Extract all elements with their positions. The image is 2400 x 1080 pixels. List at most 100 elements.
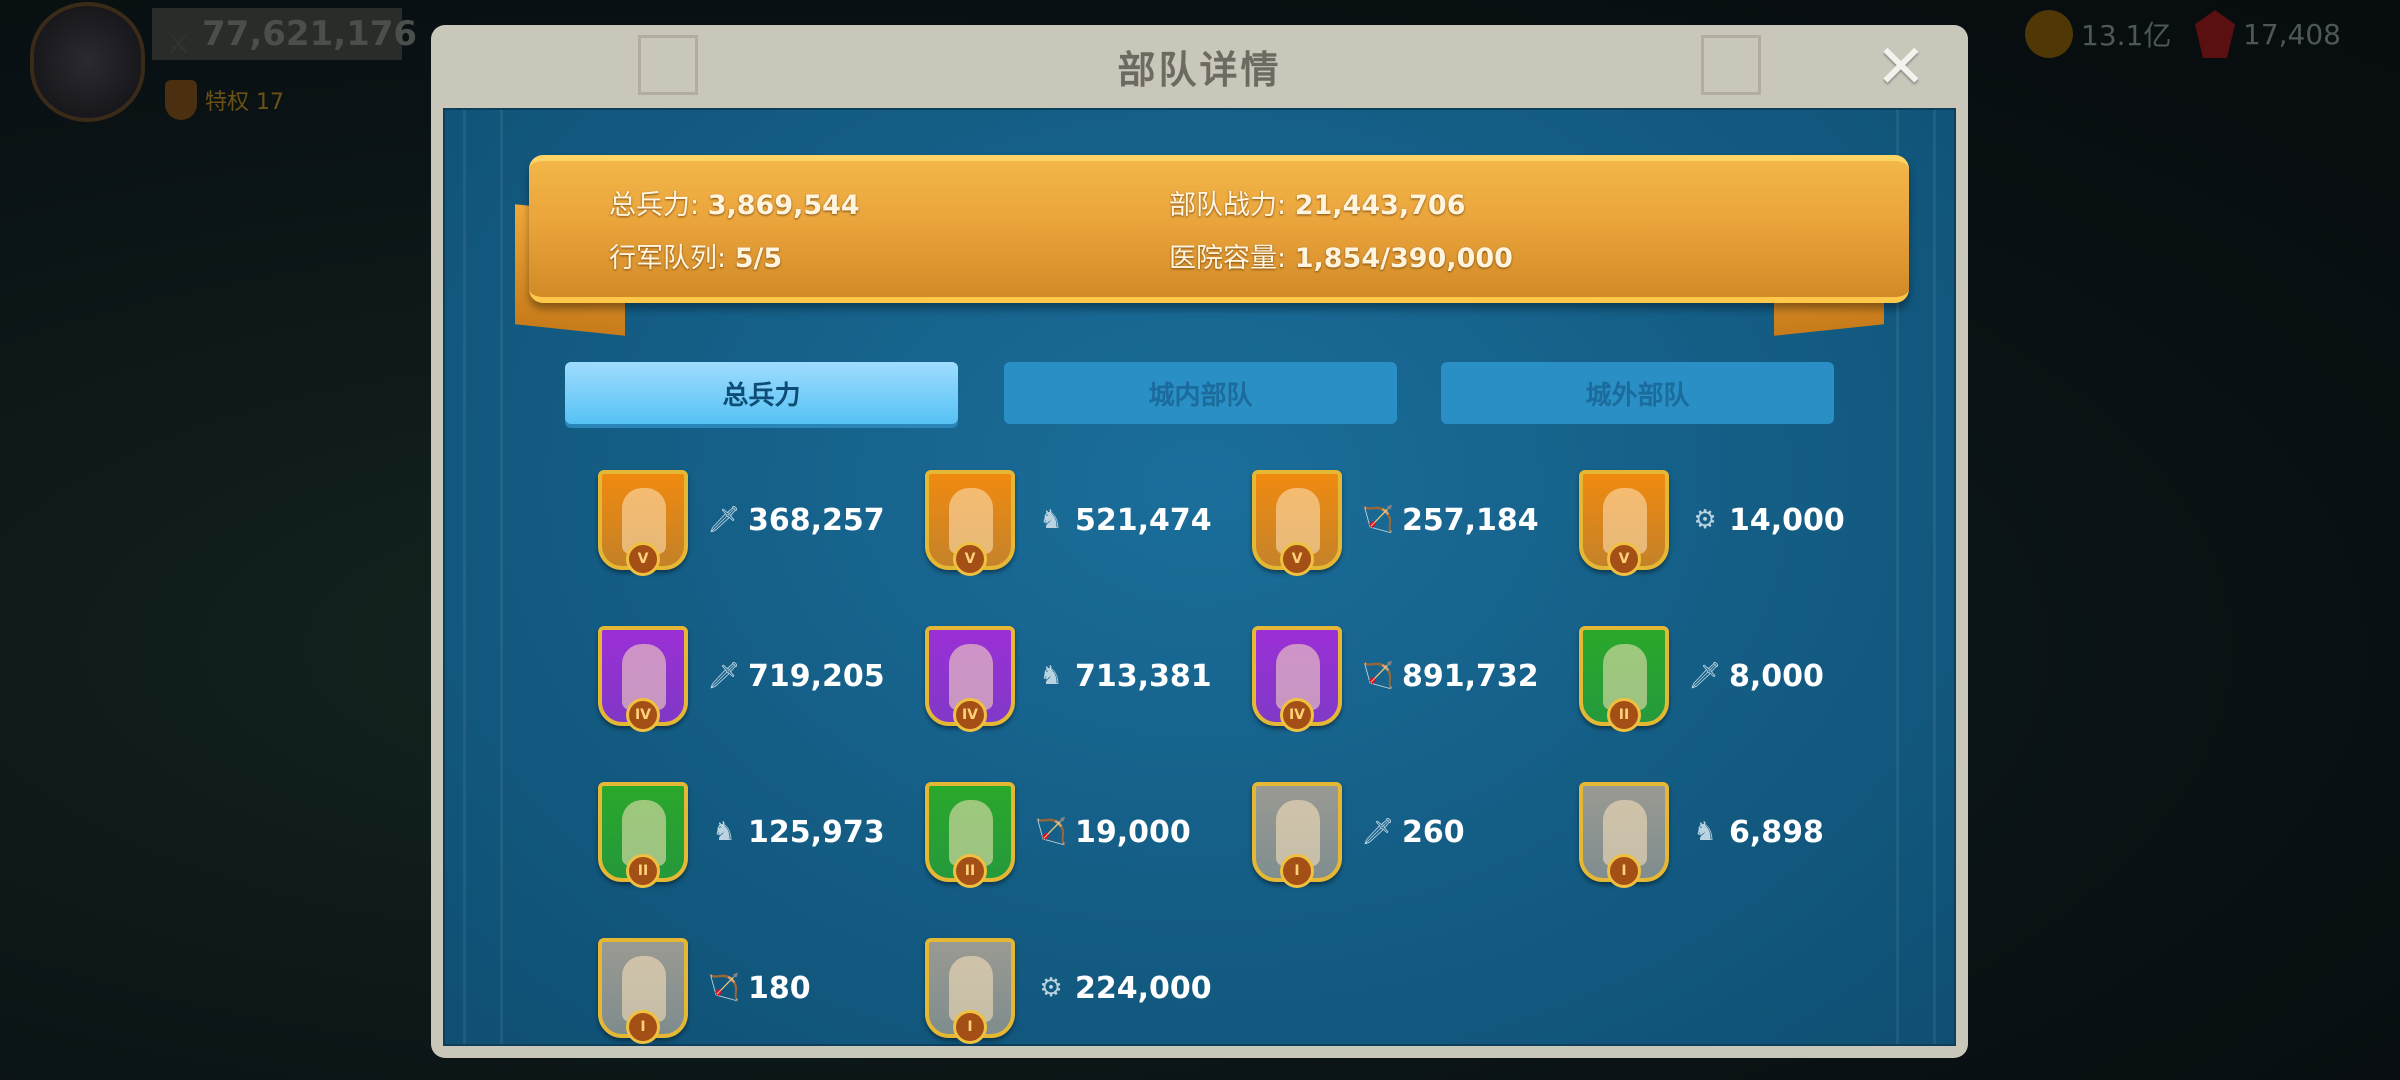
sword-icon: ⚔ [166,27,192,60]
troop-count: 521,474 [1075,502,1212,538]
troop-unit-siege[interactable]: V ⚙ 14,000 [1579,470,1845,576]
siege-icon: ⚙ [1039,973,1063,1003]
troop-unit-archer[interactable]: IV 🏹 891,732 [1252,626,1539,732]
troop-count: 260 [1402,814,1465,850]
tier-badge: I [1607,854,1641,888]
siege-icon: ⚙ [1693,505,1717,535]
troop-unit-infantry[interactable]: I 🗡 260 [1252,782,1465,888]
tier-badge: I [1280,854,1314,888]
archer-icon: 🏹 [707,973,741,1003]
cavalry-icon: ♞ [1039,505,1063,535]
infantry-icon: 🗡 [707,505,741,535]
stat-label: 总兵力: [609,190,700,221]
modal-title: 部队详情 [1117,48,1282,92]
troop-details-modal: 部队详情 ✕ 总兵力: 3,869,544 部队战力: 21,443,706 行… [431,25,1968,1058]
tab-total-troops[interactable]: 总兵力 [565,362,958,424]
player-power[interactable]: ⚔ 77,621,176 [152,8,417,60]
infantry-icon: 🗡 [1361,817,1395,847]
border-pattern [1896,110,1936,1044]
tab-troops-outside-city[interactable]: 城外部队 [1441,362,1834,424]
tier-badge: IV [1280,698,1314,732]
troop-portrait[interactable]: IV [925,626,1015,732]
troop-portrait[interactable]: II [1579,626,1669,732]
greek-key-ornament-icon [638,35,698,95]
gem-icon [2195,10,2235,58]
troop-portrait[interactable]: II [598,782,688,888]
troop-portrait[interactable]: I [1579,782,1669,888]
summary-ribbon: 总兵力: 3,869,544 部队战力: 21,443,706 行军队列: 5/… [529,155,1909,303]
troop-portrait[interactable]: IV [598,626,688,732]
troop-portrait[interactable]: I [925,938,1015,1044]
stat-label: 医院容量: [1169,243,1287,274]
vip-label: 特权 17 [205,90,284,115]
troop-count: 719,205 [748,658,885,694]
troop-count: 14,000 [1729,502,1845,538]
infantry-icon: 🗡 [1688,661,1722,691]
stat-value: 21,443,706 [1294,190,1466,221]
troop-count: 224,000 [1075,970,1212,1006]
troop-unit-siege[interactable]: I ⚙ 224,000 [925,938,1212,1044]
greek-key-ornament-icon [1701,35,1761,95]
tier-badge: IV [953,698,987,732]
troop-portrait[interactable]: IV [1252,626,1342,732]
troop-portrait[interactable]: I [1252,782,1342,888]
troop-unit-archer[interactable]: V 🏹 257,184 [1252,470,1539,576]
troop-portrait[interactable]: I [598,938,688,1044]
troop-count: 257,184 [1402,502,1539,538]
tier-badge: II [626,854,660,888]
troop-power-stat: 部队战力: 21,443,706 [1169,183,1466,222]
total-troops-stat: 总兵力: 3,869,544 [609,183,860,222]
troop-portrait[interactable]: V [598,470,688,576]
modal-body: 总兵力: 3,869,544 部队战力: 21,443,706 行军队列: 5/… [443,108,1956,1046]
troop-portrait[interactable]: V [1252,470,1342,576]
troop-unit-cavalry[interactable]: I ♞ 6,898 [1579,782,1824,888]
gold-coin-icon [2025,10,2073,58]
troop-count: 891,732 [1402,658,1539,694]
stat-label: 部队战力: [1169,190,1287,221]
troop-count: 180 [748,970,811,1006]
cavalry-icon: ♞ [1039,661,1063,691]
tier-badge: II [1607,698,1641,732]
troop-unit-cavalry[interactable]: IV ♞ 713,381 [925,626,1212,732]
tier-badge: V [626,542,660,576]
troop-unit-infantry[interactable]: IV 🗡 719,205 [598,626,885,732]
border-pattern [463,110,503,1044]
tab-troops-in-city[interactable]: 城内部队 [1004,362,1397,424]
archer-icon: 🏹 [1361,661,1395,691]
cavalry-icon: ♞ [712,817,736,847]
stat-value: 1,854/390,000 [1294,243,1513,274]
archer-icon: 🏹 [1361,505,1395,535]
modal-header: 部队详情 ✕ [443,25,1956,108]
cavalry-icon: ♞ [1693,817,1717,847]
stat-value: 3,869,544 [707,190,860,221]
troop-unit-infantry[interactable]: II 🗡 8,000 [1579,626,1824,732]
infantry-icon: 🗡 [707,661,741,691]
stat-value: 5/5 [734,243,783,274]
troop-unit-infantry[interactable]: V 🗡 368,257 [598,470,885,576]
troop-portrait[interactable]: V [925,470,1015,576]
close-button[interactable]: ✕ [1875,32,1926,102]
vip-badge[interactable]: 特权 17 [165,80,284,120]
troop-portrait[interactable]: II [925,782,1015,888]
troop-unit-cavalry[interactable]: V ♞ 521,474 [925,470,1212,576]
gold-value: 13.1亿 [2081,19,2172,52]
tier-badge: I [626,1010,660,1044]
gold-resource[interactable]: 13.1亿 [2025,10,2172,58]
troop-unit-archer[interactable]: II 🏹 19,000 [925,782,1191,888]
troop-portrait[interactable]: V [1579,470,1669,576]
troop-count: 8,000 [1729,658,1824,694]
player-avatar[interactable] [30,2,145,122]
troop-count: 19,000 [1075,814,1191,850]
troop-count: 368,257 [748,502,885,538]
troop-unit-cavalry[interactable]: II ♞ 125,973 [598,782,885,888]
tier-badge: IV [626,698,660,732]
troop-unit-archer[interactable]: I 🏹 180 [598,938,811,1044]
troop-count: 6,898 [1729,814,1824,850]
gem-resource[interactable]: 17,408 [2195,10,2341,58]
troop-count: 125,973 [748,814,885,850]
tier-badge: V [1607,542,1641,576]
tier-badge: I [953,1010,987,1044]
tier-badge: V [1280,542,1314,576]
troop-count: 713,381 [1075,658,1212,694]
tier-badge: V [953,542,987,576]
